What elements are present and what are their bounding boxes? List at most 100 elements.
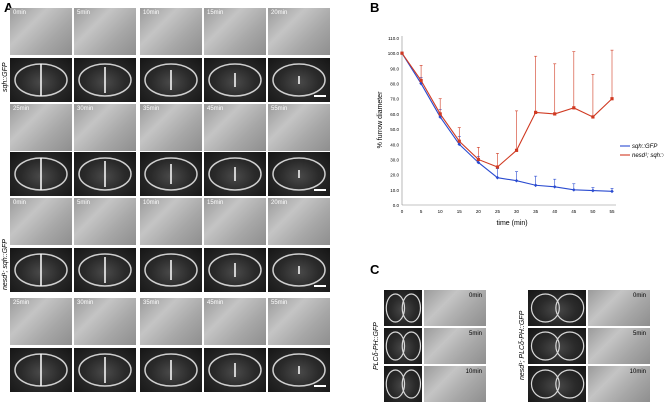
panel-a-frame (268, 348, 330, 392)
frame-time-label: 5min (468, 331, 482, 337)
y-tick-label: 0.0 (393, 203, 400, 208)
panel-c-frame: 0min (588, 290, 650, 326)
panel-a-frame (204, 348, 266, 392)
panel-a-frame: 35min (140, 104, 202, 151)
cell-outline (144, 63, 198, 97)
cell-outline (144, 253, 198, 287)
panel-c-frame: 0min (424, 290, 486, 326)
panel-c-left-label: PLCδ-PH::GFP (373, 322, 380, 370)
panel-a-frame (268, 152, 330, 196)
y-tick-label: 110.0 (388, 36, 399, 41)
panel-a-frame: 25min (10, 104, 72, 151)
series-line (401, 52, 613, 192)
x-tick-label: 55 (609, 209, 615, 214)
y-tick-label: 50.0 (390, 127, 399, 132)
frame-time-label: 45min (207, 106, 224, 112)
panel-a-frame (74, 58, 136, 102)
frame-time-label: 30min (77, 106, 94, 112)
panel-a-frame: 35min (140, 298, 202, 345)
panel-a-frame (74, 348, 136, 392)
cell-outline (14, 63, 68, 97)
data-point (514, 148, 519, 152)
series-group (400, 49, 614, 194)
cell-outline (385, 331, 422, 361)
x-tick-label: 35 (533, 209, 539, 214)
frame-time-label: 35min (143, 300, 160, 306)
x-tick-label: 0 (401, 209, 404, 214)
panel-a-frame: 45min (204, 104, 266, 151)
series-line (401, 52, 613, 168)
data-point (610, 189, 614, 194)
panel-a-mutant-label: nesd¹; sqh::GFP (2, 239, 9, 290)
x-tick-label: 5 (420, 209, 423, 214)
cell-outline (78, 157, 132, 191)
y-tick-labels: 0.0 10.0 20.0 30.0 40.0 50.0 60.0 70.0 80.0 90.0 1… (388, 36, 400, 208)
y-tick-label: 60.0 (390, 112, 399, 117)
panel-c-frame (384, 290, 422, 326)
frame-time-label: 10min (465, 369, 482, 375)
panel-c-frame: 5min (424, 328, 486, 364)
legend-label: sqh::GFP (632, 144, 657, 150)
panel-a-frame (10, 58, 72, 102)
y-tick-label: 70.0 (390, 97, 399, 102)
frame-time-label: 25min (13, 106, 30, 112)
y-tick-label: 100.0 (388, 51, 400, 56)
cell-outline (530, 331, 585, 361)
x-tick-label: 40 (552, 209, 558, 214)
panel-a-frame (204, 248, 266, 292)
cell-outline (78, 63, 132, 97)
frame-time-label: 15min (207, 200, 224, 206)
panel-c-frame (384, 328, 422, 364)
x-tick-labels: 0 5 10 15 20 25 30 35 40 45 50 55 (401, 209, 615, 214)
panel-a-frame: 20min (268, 198, 330, 245)
cell-outline (530, 293, 585, 323)
frame-time-label: 0min (13, 10, 27, 16)
panel-c-letter: C (370, 262, 380, 277)
frame-time-label: 5min (632, 331, 646, 337)
legend-label: nesd¹; sqh::GFP (632, 153, 664, 159)
scale-bar (314, 285, 326, 287)
data-point (495, 165, 500, 169)
panel-c-frame: 10min (424, 366, 486, 402)
cell-outline (272, 157, 326, 191)
panel-b-letter: B (370, 0, 380, 15)
frame-time-label: 10min (629, 369, 646, 375)
frame-time-label: 45min (207, 300, 224, 306)
data-point (552, 184, 557, 189)
x-tick-label: 20 (476, 209, 482, 214)
data-point (476, 157, 480, 162)
cell-outline (530, 369, 585, 399)
y-tick-label: 30.0 (390, 157, 399, 162)
panel-c-frame (528, 328, 586, 364)
cell-outline (385, 369, 422, 399)
panel-a-letter: A (4, 0, 14, 15)
data-point (534, 110, 538, 114)
frame-time-label: 20min (271, 200, 288, 206)
panel-a-frame: 45min (204, 298, 266, 345)
panel-a-frame (140, 248, 202, 292)
y-tick-label: 80.0 (390, 82, 399, 87)
data-point (457, 139, 461, 143)
scale-bar (314, 385, 326, 387)
y-tick-label: 90.0 (390, 66, 399, 71)
panel-a-frame: 15min (204, 8, 266, 55)
x-tick-label: 50 (590, 209, 596, 214)
data-point (514, 178, 519, 183)
cell-outline (14, 353, 68, 387)
panel-a-frame: 0min (10, 8, 72, 55)
panel-c-frame: 5min (588, 328, 650, 364)
data-point (610, 97, 614, 101)
series-1 (400, 49, 614, 169)
frame-time-label: 0min (468, 293, 482, 299)
panel-a-frame: 25min (10, 298, 72, 345)
data-point (438, 112, 442, 116)
cell-outline (14, 157, 68, 191)
scale-bar (314, 95, 326, 97)
panel-a-frame (74, 248, 136, 292)
panel-a-frame (140, 152, 202, 196)
panel-c-frame: 10min (588, 366, 650, 402)
cell-outline (14, 253, 68, 287)
panel-c-frame (528, 366, 586, 402)
frame-time-label: 55min (271, 106, 288, 112)
